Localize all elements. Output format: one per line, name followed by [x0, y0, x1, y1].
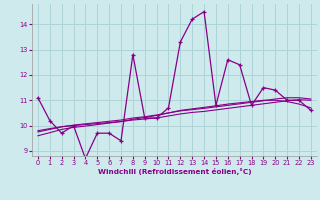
X-axis label: Windchill (Refroidissement éolien,°C): Windchill (Refroidissement éolien,°C): [98, 168, 251, 175]
